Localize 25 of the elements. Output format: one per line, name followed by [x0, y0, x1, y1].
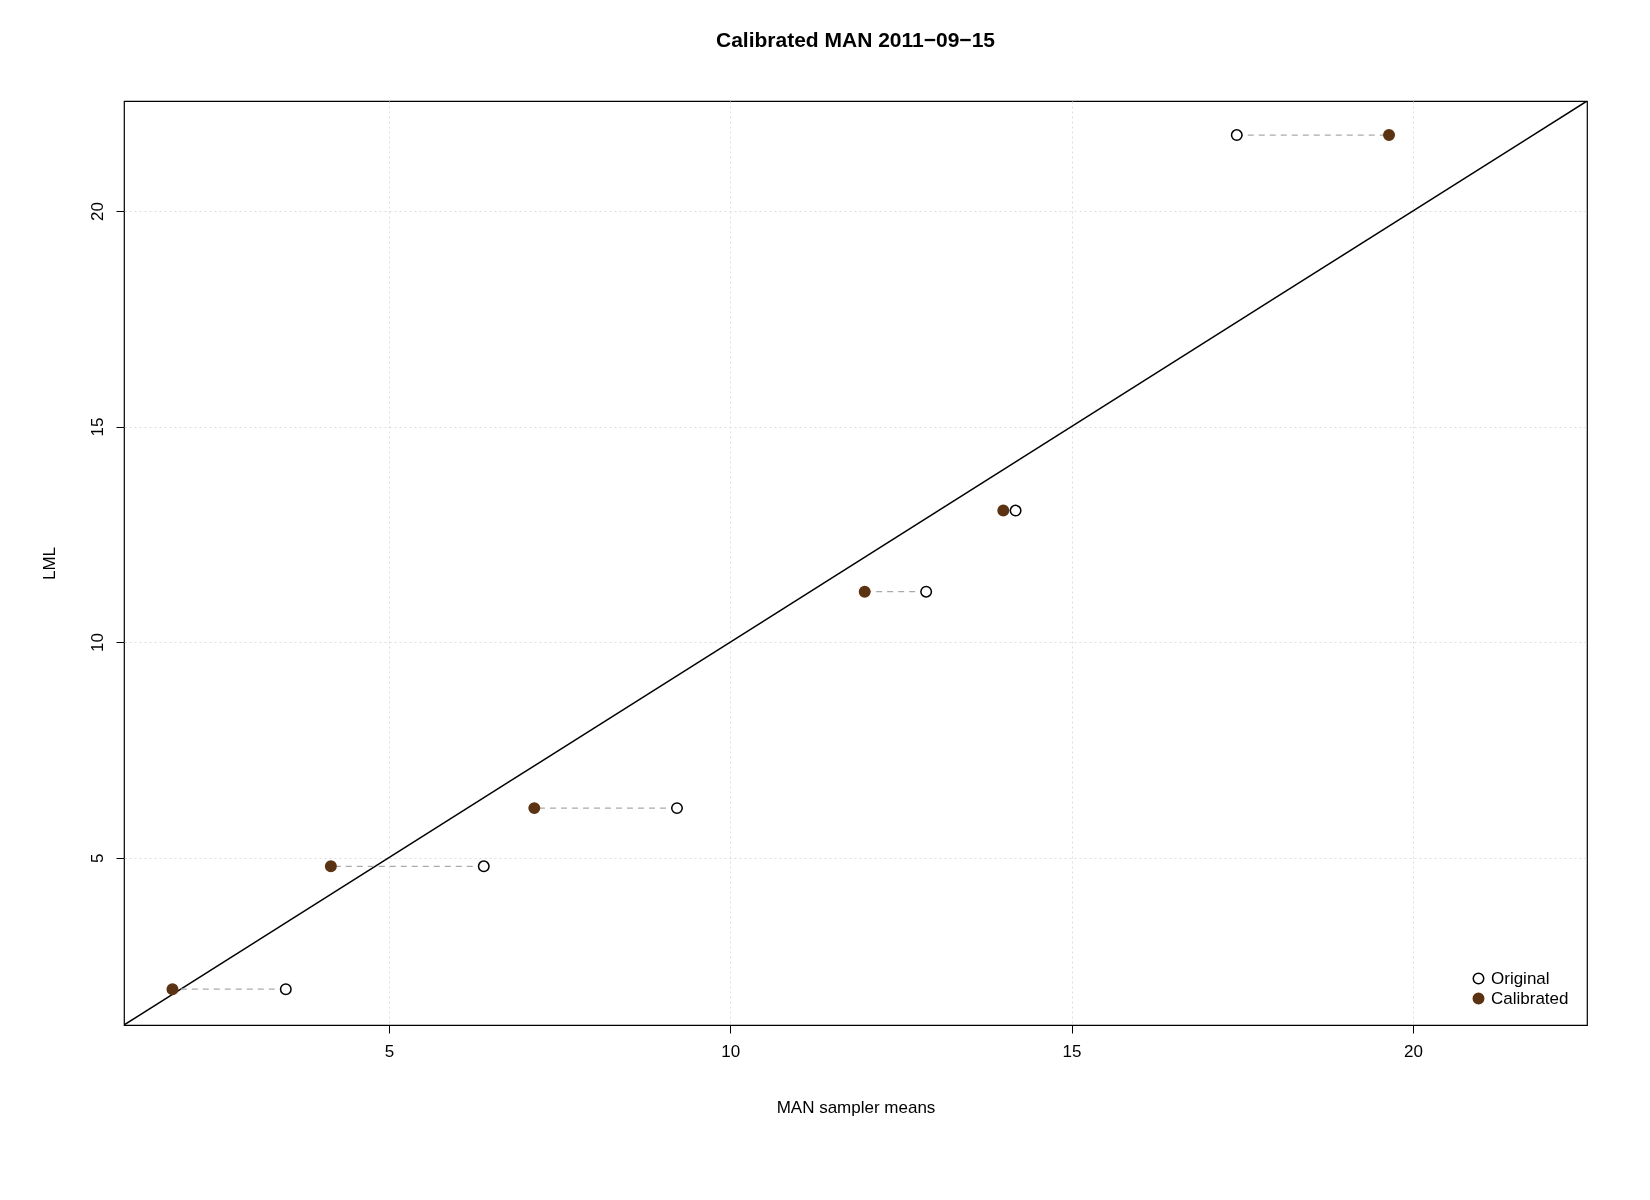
point: [166, 983, 179, 996]
point: [670, 802, 683, 815]
chart-title: Calibrated MAN 2011−09−15: [716, 28, 996, 51]
y-tick-label: 15: [87, 417, 107, 437]
point: [1230, 129, 1243, 142]
point: [1009, 504, 1022, 517]
x-tick-label: 20: [1403, 1041, 1423, 1061]
legend-label: Original: [1491, 968, 1550, 988]
y-tick-label: 5: [87, 853, 107, 863]
y-axis-title: LML: [39, 546, 59, 581]
point: [920, 585, 933, 598]
point: [528, 802, 541, 815]
legend-label: Calibrated: [1491, 988, 1569, 1008]
point: [997, 504, 1010, 517]
point: [279, 983, 292, 996]
point: [1383, 129, 1396, 142]
y-tick-label: 10: [87, 633, 107, 653]
point: [858, 585, 871, 598]
x-axis-title: MAN sampler means: [776, 1097, 936, 1117]
x-tick-label: 10: [721, 1041, 741, 1061]
x-tick-label: 15: [1062, 1041, 1082, 1061]
y-tick-label: 20: [87, 201, 107, 221]
point: [477, 860, 490, 873]
x-tick-label: 5: [384, 1041, 395, 1061]
point: [324, 860, 337, 873]
